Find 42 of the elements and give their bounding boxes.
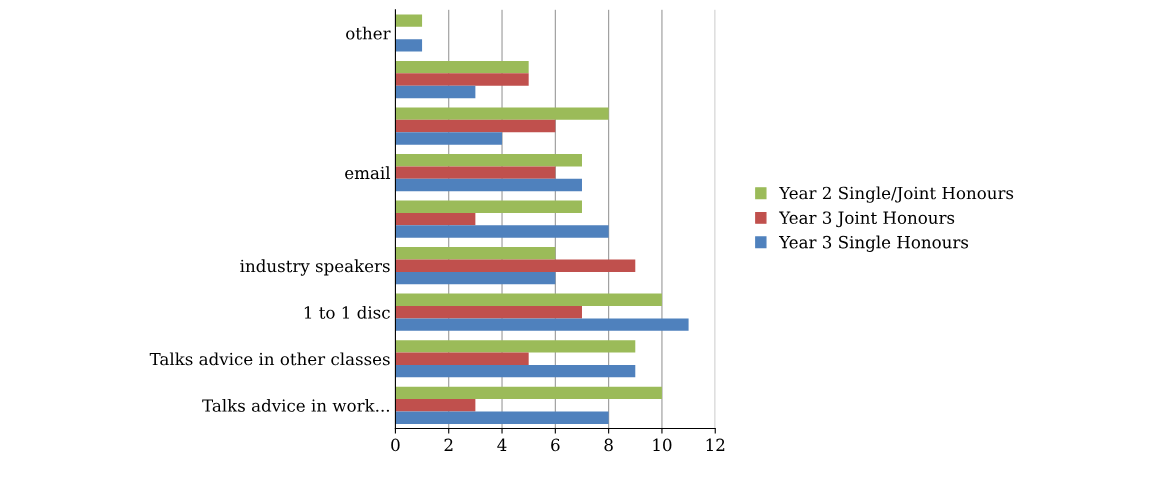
legend-label: Year 3 Single Honours xyxy=(778,235,969,252)
x-tick-label: 8 xyxy=(604,438,613,452)
x-tick-label: 10 xyxy=(653,438,672,452)
bar xyxy=(395,132,503,145)
bar xyxy=(395,107,609,120)
y-tick-label: 1 to 1 disc xyxy=(304,305,390,319)
y-tick-label: other xyxy=(346,26,391,40)
bar xyxy=(395,386,662,400)
bar xyxy=(395,200,582,213)
legend-label: Year 2 Single/Joint Honours xyxy=(778,186,1014,203)
bar xyxy=(395,178,582,192)
bar xyxy=(395,73,529,86)
bar xyxy=(395,411,609,424)
bar xyxy=(395,259,636,272)
x-tick-label: 6 xyxy=(551,438,560,452)
x-tick-label: 12 xyxy=(706,438,725,451)
bar xyxy=(395,154,582,167)
bar xyxy=(395,340,636,353)
x-tick-label: 0 xyxy=(391,438,400,452)
bar xyxy=(395,352,529,365)
bar xyxy=(395,247,556,260)
x-tick-label: 4 xyxy=(497,438,507,451)
bar xyxy=(395,166,556,179)
bar xyxy=(395,60,529,74)
y-tick-label: Talks advice in work... xyxy=(202,398,389,412)
bar xyxy=(395,399,476,412)
bar xyxy=(395,39,423,52)
bar xyxy=(395,212,476,226)
bar xyxy=(395,119,556,133)
bar xyxy=(395,306,582,319)
bar xyxy=(395,364,636,378)
y-tick-label: Talks advice in other classes xyxy=(149,352,390,366)
y-tick-label: email xyxy=(345,166,391,180)
y-tick-label: industry speakers xyxy=(240,259,390,276)
legend-label: Year 3 Joint Honours xyxy=(778,211,955,228)
bar xyxy=(395,14,423,27)
bar xyxy=(395,85,476,99)
bar xyxy=(395,318,689,331)
bar xyxy=(395,293,662,307)
bar xyxy=(395,271,556,285)
x-tick-label: 2 xyxy=(444,438,453,451)
bar xyxy=(395,225,609,238)
